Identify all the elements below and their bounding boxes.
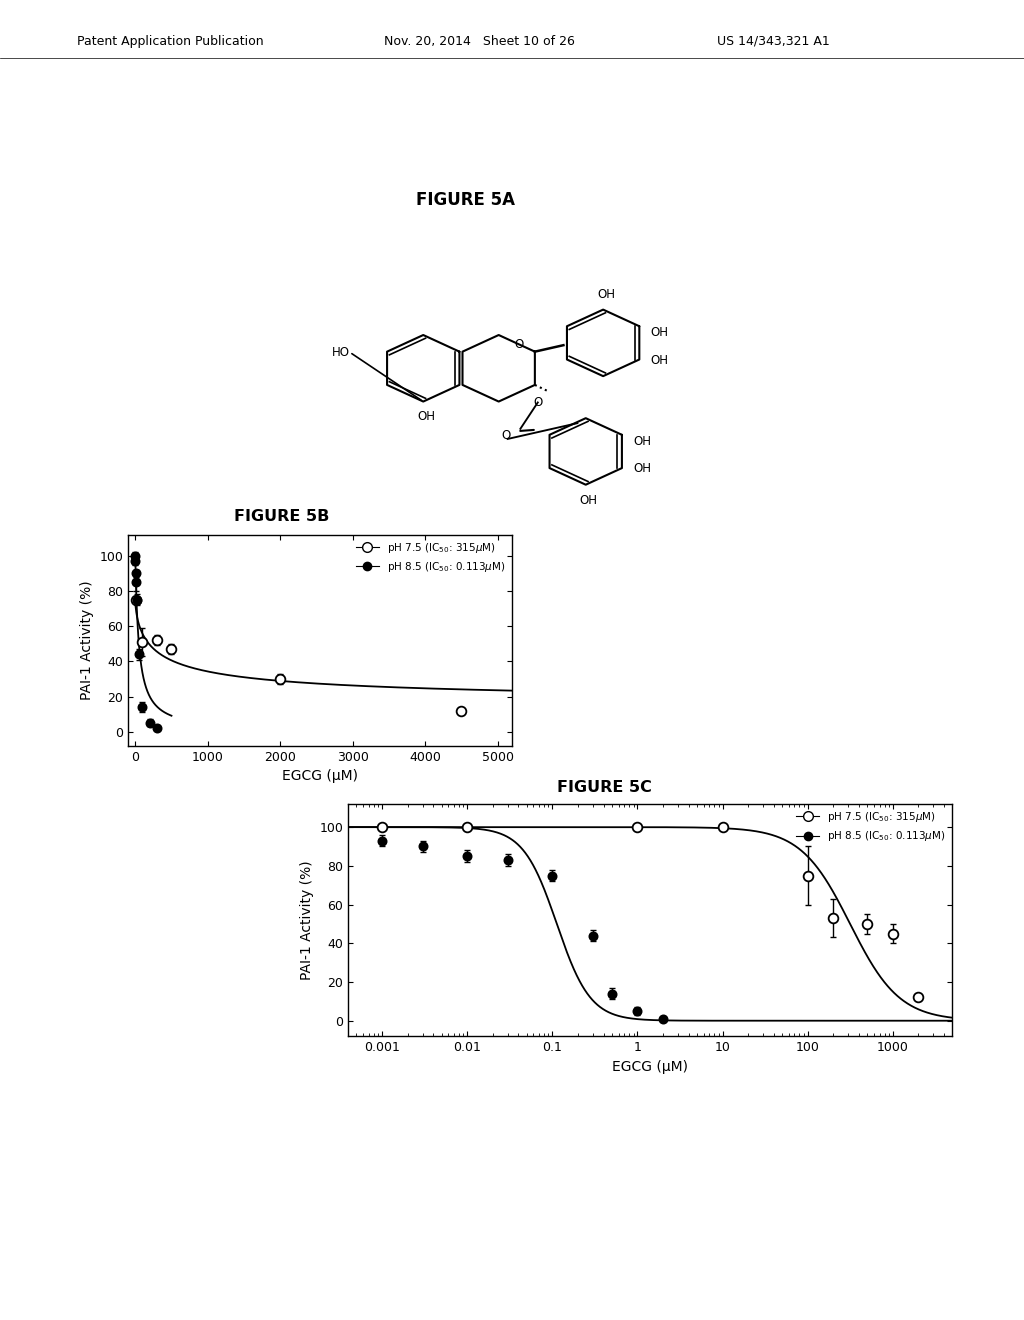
Text: O: O xyxy=(534,396,543,409)
Text: Patent Application Publication: Patent Application Publication xyxy=(77,34,263,48)
Text: FIGURE 5C: FIGURE 5C xyxy=(557,780,651,795)
Text: OH: OH xyxy=(650,354,669,367)
Text: OH: OH xyxy=(580,494,598,507)
Text: FIGURE 5B: FIGURE 5B xyxy=(233,510,330,524)
Text: O: O xyxy=(501,429,511,442)
Text: OH: OH xyxy=(633,434,651,447)
X-axis label: EGCG (μM): EGCG (μM) xyxy=(612,1060,688,1073)
X-axis label: EGCG (μM): EGCG (μM) xyxy=(282,770,358,783)
Text: OH: OH xyxy=(417,409,435,422)
Y-axis label: PAI-1 Activity (%): PAI-1 Activity (%) xyxy=(80,581,94,700)
Text: Nov. 20, 2014   Sheet 10 of 26: Nov. 20, 2014 Sheet 10 of 26 xyxy=(384,34,574,48)
Text: HO: HO xyxy=(332,346,349,359)
Text: OH: OH xyxy=(597,288,615,301)
Text: OH: OH xyxy=(633,462,651,475)
Legend: pH 7.5 (IC$_{50}$: 315$\mu$M), pH 8.5 (IC$_{50}$: 0.113$\mu$M): pH 7.5 (IC$_{50}$: 315$\mu$M), pH 8.5 (I… xyxy=(351,537,510,578)
Text: FIGURE 5A: FIGURE 5A xyxy=(417,190,515,209)
Y-axis label: PAI-1 Activity (%): PAI-1 Activity (%) xyxy=(300,861,314,979)
Text: O: O xyxy=(514,338,523,351)
Text: OH: OH xyxy=(650,326,669,339)
Legend: pH 7.5 (IC$_{50}$: 315$\mu$M), pH 8.5 (IC$_{50}$: 0.113$\mu$M): pH 7.5 (IC$_{50}$: 315$\mu$M), pH 8.5 (I… xyxy=(792,807,950,847)
Text: US 14/343,321 A1: US 14/343,321 A1 xyxy=(717,34,829,48)
